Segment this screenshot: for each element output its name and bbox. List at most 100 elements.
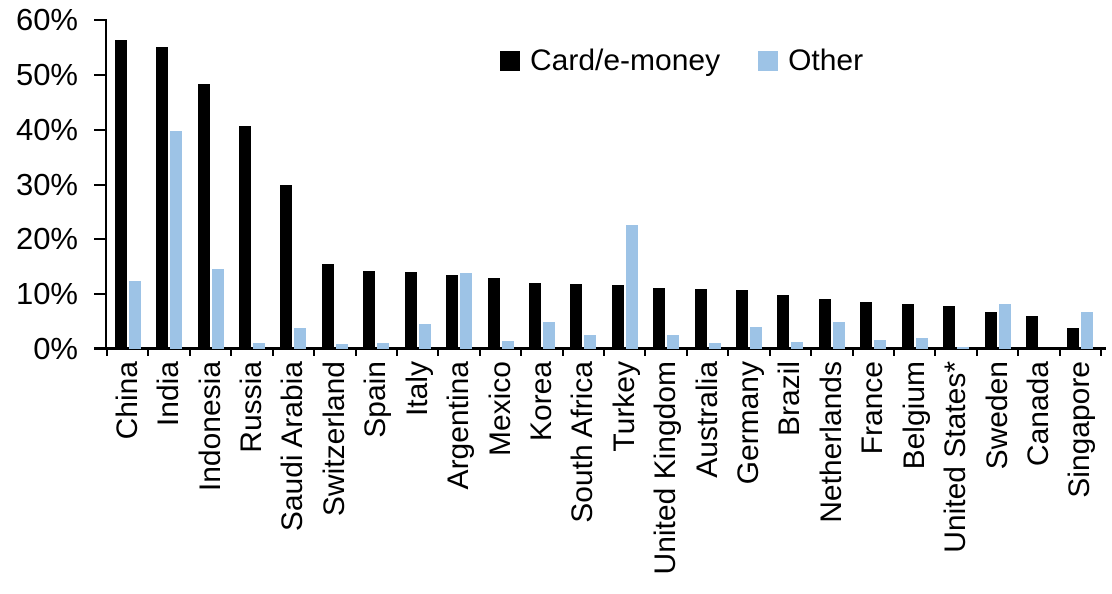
bar-group-united-states	[935, 20, 976, 349]
x-cell-saudi-arabia: Saudi Arabia	[273, 361, 314, 586]
x-axis-label-brazil: Brazil	[773, 361, 807, 437]
x-axis-label-saudi-arabia: Saudi Arabia	[276, 361, 310, 532]
x-axis-label-germany: Germany	[732, 361, 766, 485]
bar-card-e-money-canada	[1025, 315, 1038, 349]
x-tick	[437, 350, 440, 356]
legend-swatch-other-icon	[758, 51, 779, 71]
bar-card-e-money-turkey	[611, 285, 624, 349]
x-tick	[188, 350, 191, 356]
bar-other-argentina	[460, 272, 473, 349]
bar-other-south-africa	[584, 335, 597, 349]
bar-card-e-money-russia	[238, 126, 251, 349]
bar-group-netherlands	[811, 20, 852, 349]
x-cell-turkey: Turkey	[604, 361, 645, 586]
bar-card-e-money-india	[156, 46, 169, 349]
bar-card-e-money-mexico	[487, 277, 500, 349]
bar-group-france	[853, 20, 894, 349]
bar-other-netherlands	[832, 321, 845, 349]
bar-other-india	[170, 130, 183, 349]
x-tick	[975, 350, 978, 356]
x-tick	[892, 350, 895, 356]
bar-other-france	[874, 339, 887, 349]
bar-group-canada	[1018, 20, 1059, 349]
bar-other-spain	[377, 343, 390, 349]
bar-group-saudi-arabia	[273, 20, 314, 349]
bar-other-indonesia	[211, 268, 224, 349]
legend-label-other: Other	[788, 44, 864, 77]
x-axis-label-australia: Australia	[690, 361, 724, 478]
x-axis-label-korea: Korea	[524, 361, 558, 442]
x-axis-label-italy: Italy	[400, 361, 434, 417]
x-tick	[106, 350, 108, 356]
bar-card-e-money-south-africa	[570, 284, 583, 349]
x-axis-label-china: China	[110, 361, 144, 440]
bar-other-singapore	[1081, 312, 1094, 349]
bar-other-russia	[252, 343, 265, 349]
y-tick	[94, 73, 107, 76]
x-tick	[230, 350, 233, 356]
legend-item-card-e-money: Card/e-money	[500, 44, 720, 78]
x-cell-united-states: United States*	[935, 361, 976, 586]
x-axis-label-russia: Russia	[234, 361, 268, 453]
bar-group-mexico	[480, 20, 521, 349]
x-axis-label-turkey: Turkey	[607, 361, 641, 452]
bar-card-e-money-spain	[363, 270, 376, 349]
x-cell-netherlands: Netherlands	[811, 361, 852, 586]
bar-other-italy	[418, 323, 431, 349]
x-tick	[1100, 350, 1102, 356]
x-axis-line	[94, 347, 1106, 350]
x-cell-france: France	[853, 361, 894, 586]
x-cell-mexico: Mexico	[480, 361, 521, 586]
bar-card-e-money-germany	[736, 290, 749, 349]
bar-group-argentina	[438, 20, 479, 349]
bar-group-india	[148, 20, 189, 349]
legend-label-card-e-money: Card/e-money	[530, 44, 721, 77]
x-cell-china: China	[107, 361, 148, 586]
x-cell-korea: Korea	[521, 361, 562, 586]
x-tick	[644, 350, 647, 356]
y-axis-label: 40%	[15, 111, 78, 147]
x-axis-label-argentina: Argentina	[442, 361, 476, 490]
x-axis-label-south-africa: South Africa	[566, 361, 600, 523]
y-axis-line	[105, 20, 107, 349]
x-cell-indonesia: Indonesia	[190, 361, 231, 586]
bar-group-belgium	[894, 20, 935, 349]
x-axis-label-netherlands: Netherlands	[814, 361, 848, 523]
bar-group-indonesia	[190, 20, 231, 349]
bar-other-belgium	[915, 337, 928, 349]
bar-card-e-money-france	[860, 301, 873, 349]
x-cell-canada: Canada	[1018, 361, 1059, 586]
bar-group-russia	[231, 20, 272, 349]
x-tick	[934, 350, 937, 356]
bar-group-singapore	[1060, 20, 1101, 349]
x-tick	[810, 350, 813, 356]
x-axis-labels: China India Indonesia Russia Saudi Arabia Swi…	[107, 361, 1101, 586]
bar-other-china	[128, 281, 141, 349]
bar-card-e-money-singapore	[1067, 328, 1080, 349]
bar-group-turkey	[604, 20, 645, 349]
bar-card-e-money-china	[114, 40, 127, 349]
x-cell-spain: Spain	[356, 361, 397, 586]
x-tick	[727, 350, 730, 356]
bar-card-e-money-united-states	[943, 305, 956, 349]
x-tick	[354, 350, 357, 356]
bar-other-korea	[542, 322, 555, 349]
legend-swatch-card-e-money-icon	[500, 51, 520, 71]
x-axis-label-sweden: Sweden	[980, 361, 1014, 470]
y-tick	[94, 293, 107, 296]
x-tick	[1017, 350, 1020, 356]
x-tick	[271, 350, 274, 356]
x-cell-united-kingdom: United Kingdom	[645, 361, 686, 586]
bar-group-australia	[687, 20, 728, 349]
x-cell-singapore: Singapore	[1060, 361, 1101, 586]
x-tick	[561, 350, 564, 356]
x-axis-label-singapore: Singapore	[1063, 361, 1097, 498]
y-tick	[94, 128, 107, 131]
bar-group-germany	[728, 20, 769, 349]
x-cell-australia: Australia	[687, 361, 728, 586]
bar-group-united-kingdom	[645, 20, 686, 349]
bar-other-united-states	[957, 347, 970, 349]
plot-area	[107, 20, 1101, 349]
x-tick	[395, 350, 398, 356]
x-tick	[768, 350, 771, 356]
